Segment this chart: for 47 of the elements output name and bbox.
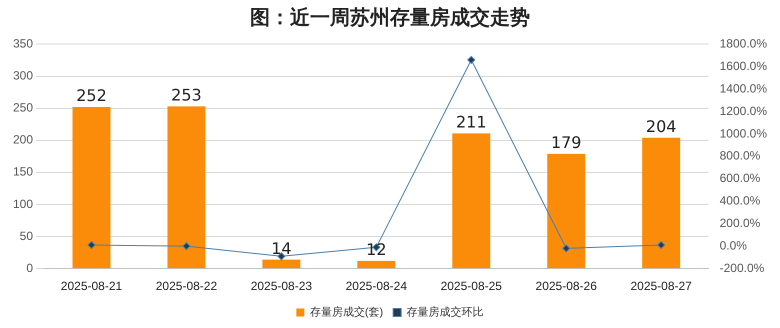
y-tick-label: 300 <box>12 68 34 83</box>
x-tick-label: 2025-08-22 <box>156 279 218 294</box>
y-tick-label: 0 <box>26 260 34 275</box>
y2-tick-label: 400.0% <box>720 194 761 208</box>
x-tick-label: 2025-08-21 <box>60 279 123 294</box>
chart-title: 图：近一周苏州存量房成交走势 <box>249 4 531 31</box>
bar <box>547 154 586 268</box>
y-tick-label: 50 <box>20 228 34 243</box>
data-label: 211 <box>456 112 487 132</box>
y2-tick-label: 1800.0% <box>720 36 768 51</box>
y2-tick-label: 200.0% <box>720 216 761 230</box>
y-tick-label: 100 <box>12 196 34 211</box>
point <box>562 244 570 252</box>
y2-tick-label: 1600.0% <box>720 58 768 73</box>
bar <box>167 106 206 268</box>
x-tick-label: 2025-08-24 <box>346 279 408 294</box>
data-label: 204 <box>646 116 676 136</box>
point <box>657 241 666 250</box>
data-label: 252 <box>76 86 107 106</box>
y2-tick-label: 0.0% <box>720 238 748 252</box>
x-tick-label: 2025-08-25 <box>440 279 502 294</box>
bar <box>72 107 110 268</box>
y2-tick-label: 1200.0% <box>720 104 768 118</box>
legend-label: 存量房成交环比 <box>406 306 484 319</box>
bar <box>642 138 680 268</box>
data-label: 14 <box>271 238 292 258</box>
x-tick-label: 2025-08-26 <box>536 279 598 294</box>
x-tick-label: 2025-08-27 <box>630 279 692 294</box>
x-tick-label: 2025-08-23 <box>250 279 312 294</box>
point <box>182 242 190 250</box>
data-label: 179 <box>550 132 582 152</box>
y2-tick-label: 1400.0% <box>720 81 768 96</box>
y-tick-label: 200 <box>12 132 34 147</box>
y2-tick-label: 1000.0% <box>720 126 768 140</box>
y-tick-label: 150 <box>12 164 34 179</box>
y2-tick-label: -200.0% <box>720 260 765 275</box>
legend-label: 存量房成交(套) <box>310 306 384 319</box>
y2-tick-label: 600.0% <box>720 171 761 186</box>
bar <box>452 133 490 268</box>
data-label: 253 <box>171 86 202 105</box>
y2-tick-label: 800.0% <box>720 148 761 163</box>
point <box>87 241 96 250</box>
bar <box>357 260 396 268</box>
y-tick-label: 250 <box>12 100 34 115</box>
bar <box>262 260 300 268</box>
y-tick-label: 350 <box>12 36 34 51</box>
point <box>467 56 476 64</box>
